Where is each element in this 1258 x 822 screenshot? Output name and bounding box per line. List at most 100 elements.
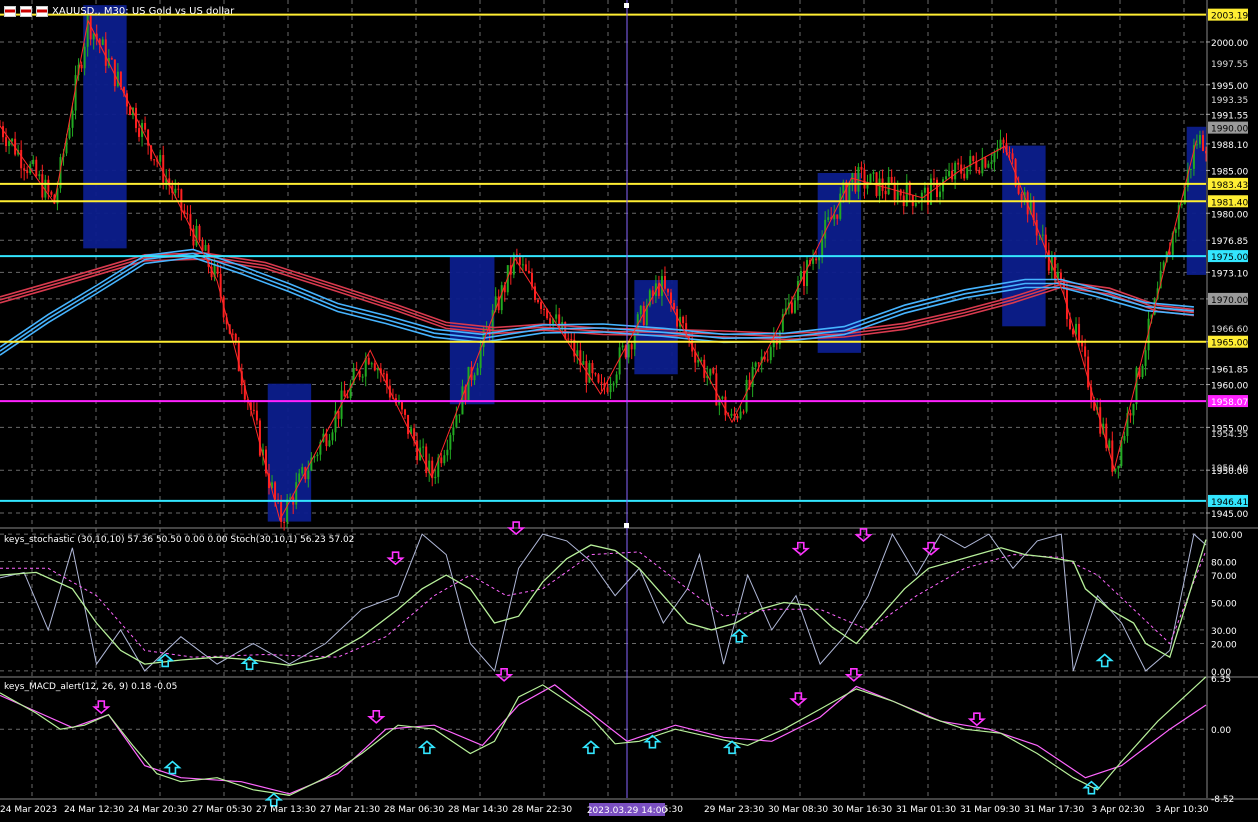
candle-body	[301, 467, 304, 474]
candle-body	[815, 258, 818, 261]
candle-body	[869, 173, 872, 185]
moving-averages	[0, 248, 1194, 356]
candle-body	[452, 427, 455, 436]
candle-body	[803, 270, 805, 287]
candle-body	[512, 254, 515, 275]
candle-body	[1198, 135, 1201, 145]
candle-body	[401, 401, 403, 410]
candle-body	[899, 189, 902, 196]
candle-body	[74, 75, 77, 111]
candle-body	[138, 128, 141, 137]
chart-menu-icon[interactable]	[4, 5, 16, 17]
candle-body	[316, 454, 319, 457]
price-tick-label: 1966.60	[1211, 325, 1248, 335]
candle-body	[993, 151, 996, 163]
candle-body	[183, 210, 186, 214]
candle-body	[119, 71, 122, 88]
candle-body	[530, 272, 533, 287]
candle-body	[35, 159, 38, 177]
price-label-box	[1208, 177, 1248, 190]
time-tick-label: 31 Mar 09:30	[960, 805, 1020, 815]
candle-body	[128, 106, 131, 116]
crosshair-handle	[624, 3, 629, 8]
candle-body	[757, 362, 760, 364]
candle-body	[204, 245, 207, 251]
ma-red-line	[0, 252, 1194, 335]
candle-body	[144, 123, 147, 130]
candle-body	[573, 339, 576, 357]
candle-body	[615, 374, 618, 384]
price-tick-label: 1954.35	[1211, 430, 1248, 440]
buy-arrow-icon	[264, 792, 283, 807]
candle-body	[258, 420, 261, 456]
candle-body	[1075, 323, 1078, 335]
macd-panel	[0, 668, 1207, 807]
buy-arrow-icon	[417, 740, 437, 755]
candle-body	[425, 446, 428, 473]
candle-body	[104, 39, 107, 66]
candle-body	[642, 305, 645, 325]
candle-body	[639, 305, 642, 315]
price-tick-label: 1991.55	[1211, 111, 1248, 121]
candle-body	[766, 359, 769, 361]
candle-body	[274, 482, 277, 500]
one-click-trading-icon[interactable]	[20, 5, 32, 17]
candle-body	[1053, 256, 1056, 280]
sell-arrow-icon	[494, 668, 514, 682]
ma-blue-line	[0, 248, 1194, 348]
candle-body	[567, 338, 570, 340]
candle-body	[594, 373, 597, 375]
candle-body	[1129, 413, 1132, 416]
candle-body	[818, 257, 821, 261]
candle-body	[53, 194, 56, 204]
macd-tick-label: -8.52	[1211, 795, 1234, 805]
candle-body	[289, 497, 292, 500]
candle-body	[458, 414, 461, 416]
candle-body	[627, 344, 630, 358]
candle-body	[1108, 440, 1111, 449]
candle-body	[697, 360, 700, 363]
price-tick-label: 1980.00	[1211, 210, 1248, 220]
candle-body	[663, 276, 666, 289]
crosshair-time-box	[589, 803, 665, 816]
candle-body	[990, 162, 993, 164]
candle-body	[736, 416, 739, 419]
macd-tick-label: 0.00	[1211, 726, 1231, 736]
candle-body	[180, 189, 183, 211]
candle-body	[337, 410, 340, 419]
candle-body	[730, 413, 733, 416]
candle-body	[298, 473, 301, 483]
candle-body	[189, 214, 192, 229]
candle-body	[434, 476, 437, 479]
candle-body	[243, 385, 246, 400]
ma-blue-line	[0, 256, 1194, 356]
candle-body	[397, 401, 400, 404]
candle-body	[376, 368, 379, 371]
buy-arrow-icon	[156, 653, 175, 668]
candle-body	[1141, 365, 1144, 378]
candles	[0, 12, 1207, 531]
candle-body	[422, 446, 425, 448]
expert-icon[interactable]	[36, 5, 48, 17]
candle-body	[1120, 440, 1123, 466]
candle-body	[739, 411, 742, 419]
buy-arrow-icon	[722, 740, 742, 755]
candle-body	[896, 189, 899, 200]
sell-arrow-icon	[967, 712, 987, 727]
candle-body	[966, 167, 969, 179]
candle-body	[555, 314, 558, 319]
candle-body	[116, 71, 119, 87]
candle-body	[806, 260, 809, 287]
candle-body	[685, 323, 688, 335]
candle-body	[68, 127, 71, 139]
candle-body	[446, 449, 449, 456]
candle-body	[866, 184, 869, 189]
price-tick-label: 1988.10	[1211, 141, 1248, 151]
candle-body	[527, 270, 530, 273]
candle-body	[234, 333, 237, 342]
candle-body	[150, 145, 153, 160]
candle-body	[1162, 262, 1165, 271]
candle-body	[1105, 423, 1108, 449]
